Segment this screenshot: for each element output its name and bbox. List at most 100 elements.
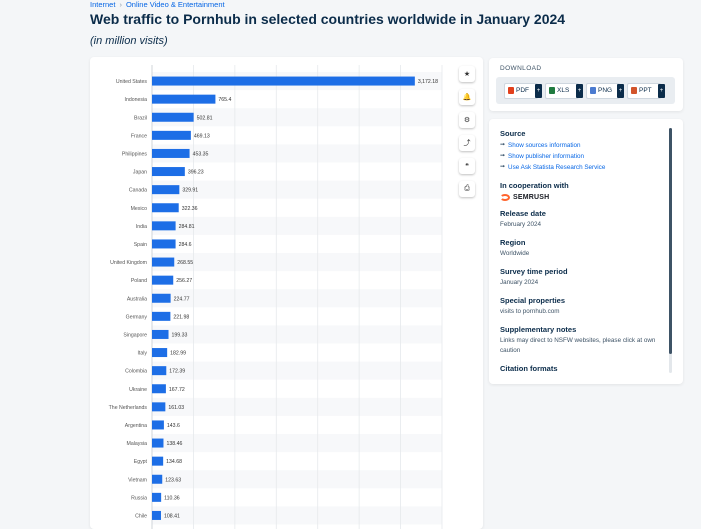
cite-button[interactable]: ❝ (459, 158, 475, 174)
data-label: 221.98 (173, 314, 189, 320)
info-scrollbar[interactable] (669, 128, 672, 373)
bar (152, 329, 169, 339)
bar (152, 239, 176, 249)
category-label: Malaysia (127, 441, 148, 447)
bar (152, 402, 166, 412)
category-label: United States (116, 79, 148, 85)
category-label: The Netherlands (109, 405, 148, 411)
download-ppt-button[interactable]: PPT + (627, 82, 665, 99)
data-label: 108.41 (164, 513, 180, 519)
bar (152, 221, 176, 231)
download-ppt-label: PPT (639, 87, 652, 94)
special-properties-value: visits to pornhub.com (500, 308, 560, 315)
download-xls-button[interactable]: XLS + (545, 82, 583, 99)
ppt-file-icon (631, 87, 637, 94)
bar (152, 438, 164, 448)
category-label: Chile (135, 513, 147, 519)
category-label: India (136, 224, 147, 230)
share-icon: ⤴ (463, 140, 471, 147)
row-band (152, 470, 442, 489)
category-label: Poland (131, 278, 147, 284)
data-label: 182.99 (170, 351, 186, 357)
bar (152, 474, 163, 484)
show-sources-label: Show sources information (508, 142, 581, 149)
cite-icon: ❝ (465, 163, 469, 170)
supplementary-notes-heading: Supplementary notes (500, 325, 577, 334)
bar (152, 366, 167, 376)
data-label: 256.27 (176, 278, 192, 284)
row-band (152, 434, 442, 453)
plus-icon[interactable]: + (658, 83, 665, 98)
bar (152, 293, 171, 303)
data-label: 453.35 (193, 151, 209, 157)
research-service-label: Use Ask Statista Research Service (508, 164, 606, 171)
row-band (152, 361, 442, 380)
category-label: Philippines (122, 151, 147, 157)
supplementary-notes-value: Links may direct to NSFW websites, pleas… (500, 337, 656, 354)
row-band (152, 253, 442, 272)
notification-button[interactable]: 🔔 (459, 89, 475, 105)
data-label: 3,172.18 (418, 79, 438, 85)
category-label: Spain (134, 242, 147, 248)
row-band (152, 180, 442, 199)
row-band (152, 289, 442, 308)
data-label: 134.68 (166, 459, 182, 465)
plus-icon[interactable]: + (535, 83, 542, 98)
show-publisher-link[interactable]: ➞ Show publisher information (500, 151, 670, 162)
pdf-file-icon (508, 87, 514, 94)
region-value: Worldwide (500, 250, 530, 257)
research-service-link[interactable]: ➞ Use Ask Statista Research Service (500, 162, 670, 173)
release-date-heading: Release date (500, 209, 546, 218)
category-label: Mexico (131, 206, 148, 212)
arrow-icon: ➞ (500, 164, 506, 170)
print-button[interactable]: ⎙ (459, 181, 475, 197)
page-subtitle: (in million visits) (90, 35, 168, 47)
bar (152, 203, 179, 213)
info-panel: Source ➞ Show sources information ➞ Show p… (489, 119, 683, 384)
data-label: 268.55 (177, 260, 193, 266)
data-label: 284.6 (179, 242, 192, 248)
chart-card: United States 3,172.18 Indonesia 765.4 Brazi… (90, 57, 483, 529)
row-band (152, 325, 442, 344)
scrollbar-thumb[interactable] (669, 128, 672, 354)
data-label: 143.6 (167, 423, 180, 429)
semrush-logo: SEMRUSH (500, 194, 670, 201)
data-label: 284.81 (179, 224, 195, 230)
bar (152, 420, 164, 430)
data-label: 396.23 (188, 170, 204, 176)
bar (152, 130, 191, 140)
data-label: 110.36 (164, 495, 180, 501)
share-button[interactable]: ⤴ (459, 135, 475, 151)
special-properties-heading: Special properties (500, 296, 566, 305)
bar (152, 167, 185, 177)
data-label: 329.91 (182, 188, 198, 194)
survey-period-heading: Survey time period (500, 267, 568, 276)
data-label: 138.46 (166, 441, 182, 447)
category-label: Italy (137, 351, 147, 357)
bar (152, 257, 175, 267)
row-band (152, 108, 442, 127)
show-sources-link[interactable]: ➞ Show sources information (500, 140, 670, 151)
citation-formats-heading: Citation formats (500, 364, 558, 373)
cooperation-heading: In cooperation with (500, 181, 569, 190)
favorite-icon: ★ (463, 71, 471, 78)
bar (152, 275, 174, 285)
favorite-button[interactable]: ★ (459, 66, 475, 82)
data-label: 172.39 (169, 369, 185, 375)
download-panel: DOWNLOAD PDF + XLS + PNG + PPT + (489, 58, 683, 111)
category-label: Indonesia (125, 97, 148, 103)
breadcrumb-item-video[interactable]: Online Video & Entertainment (125, 0, 225, 9)
plus-icon[interactable]: + (576, 83, 583, 98)
row-band (152, 506, 442, 525)
row-band (152, 216, 442, 235)
settings-button[interactable]: ⚙ (459, 112, 475, 128)
semrush-name: SEMRUSH (513, 194, 550, 201)
row-band (152, 397, 442, 416)
download-pdf-button[interactable]: PDF + (504, 82, 542, 99)
plus-icon[interactable]: + (617, 83, 624, 98)
data-label: 469.13 (194, 133, 210, 139)
download-png-button[interactable]: PNG + (586, 82, 624, 99)
download-pdf-label: PDF (516, 87, 529, 94)
download-buttons: PDF + XLS + PNG + PPT + (496, 77, 675, 104)
breadcrumb-item-internet[interactable]: Internet (90, 0, 116, 9)
